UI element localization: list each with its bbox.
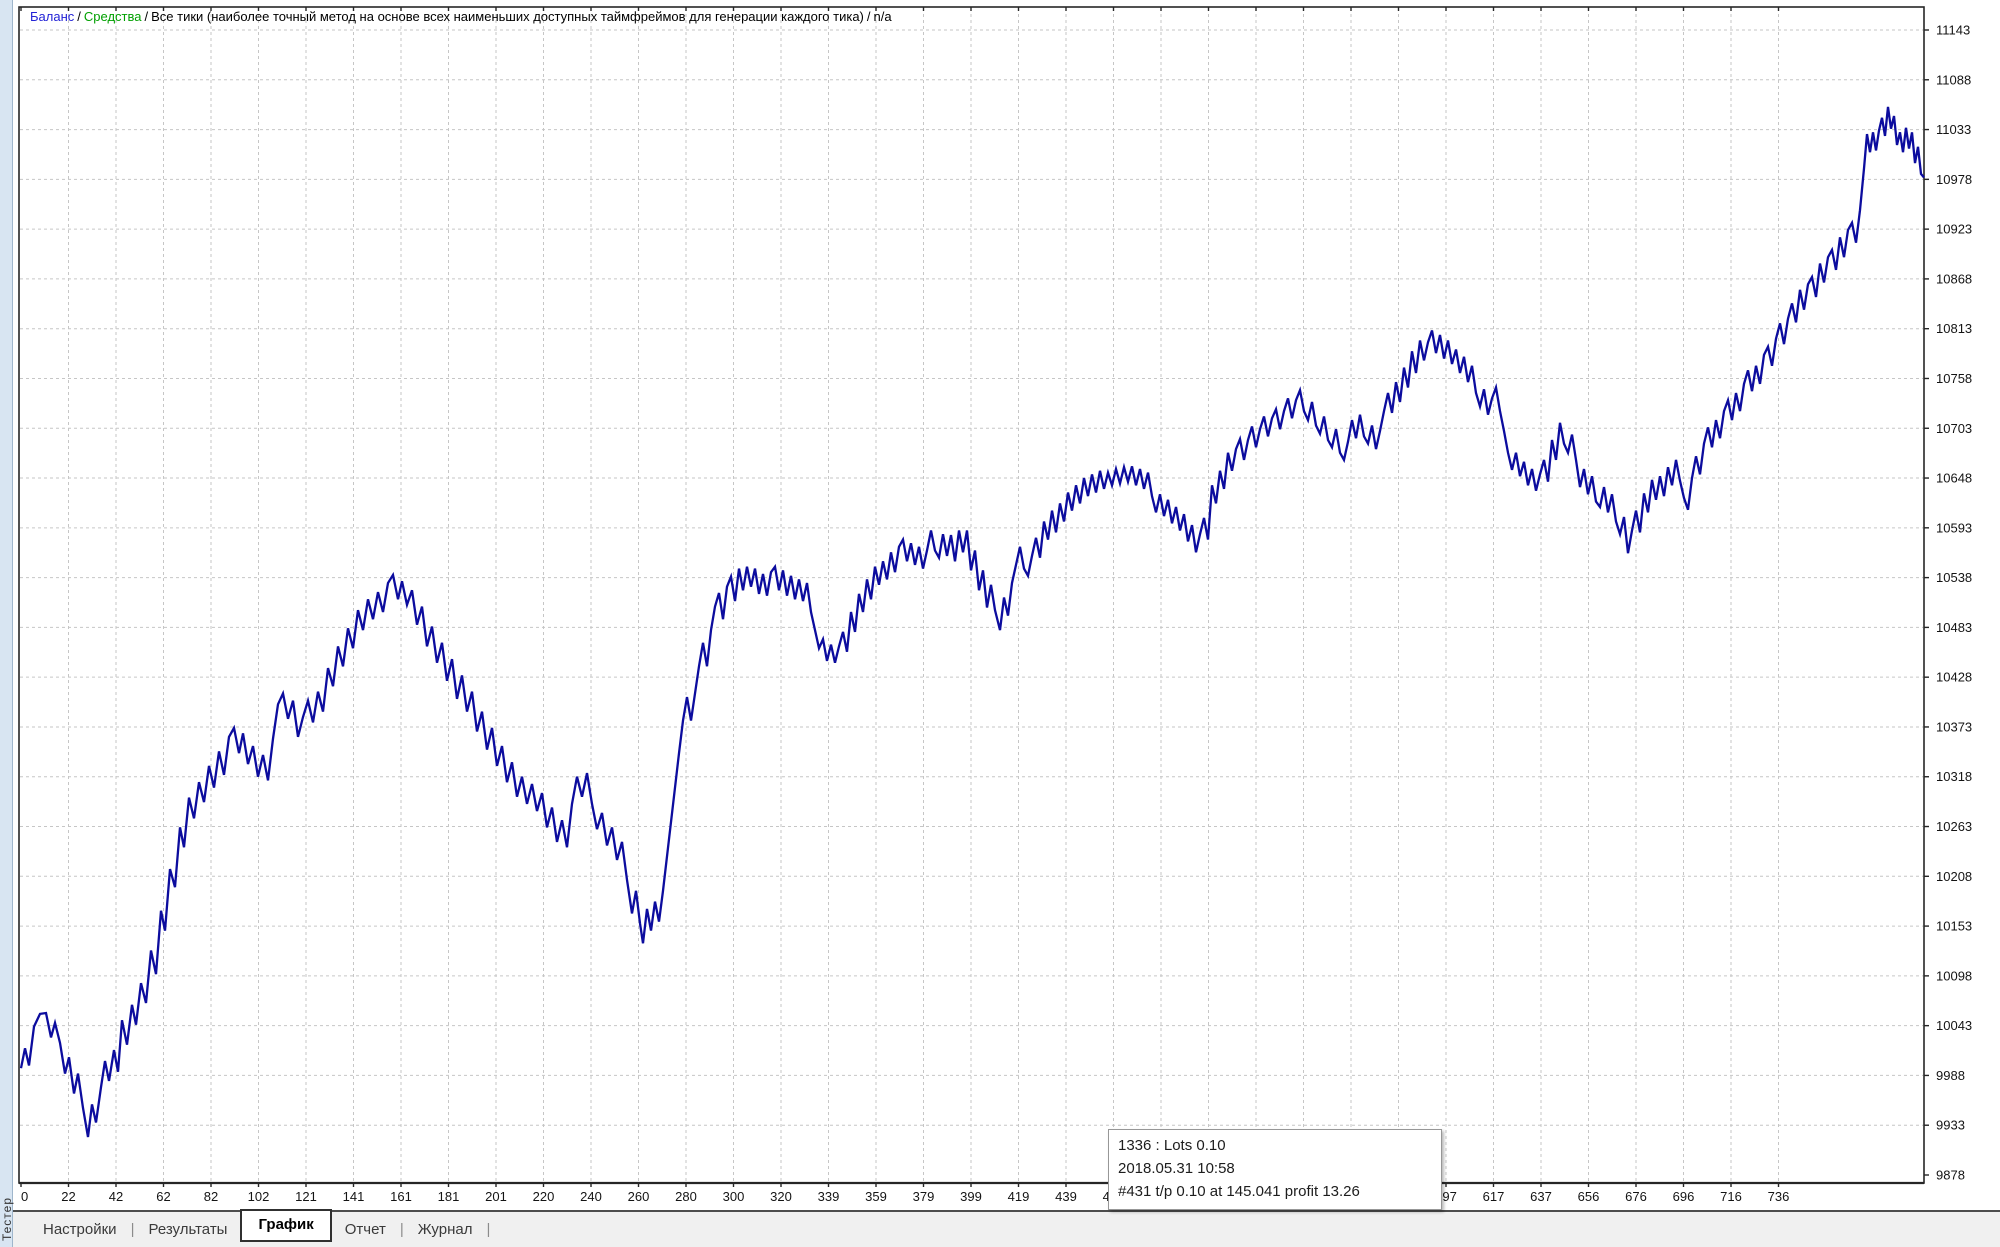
svg-text:320: 320 — [770, 1189, 792, 1204]
tooltip-order-line: #431 t/p 0.10 at 145.041 profit 13.26 — [1118, 1183, 1360, 1200]
header-separator: / — [77, 9, 81, 24]
model-description: Все тики (наиболее точный метод на основ… — [151, 9, 864, 24]
tab-settings[interactable]: Настройки — [43, 1221, 117, 1238]
svg-text:10098: 10098 — [1936, 968, 1972, 983]
svg-text:9933: 9933 — [1936, 1118, 1965, 1133]
svg-text:141: 141 — [343, 1189, 365, 1204]
svg-text:637: 637 — [1530, 1189, 1552, 1204]
svg-text:161: 161 — [390, 1189, 412, 1204]
svg-text:10868: 10868 — [1936, 271, 1972, 286]
svg-text:300: 300 — [723, 1189, 745, 1204]
svg-text:10208: 10208 — [1936, 869, 1972, 884]
svg-text:260: 260 — [628, 1189, 650, 1204]
svg-text:419: 419 — [1008, 1189, 1030, 1204]
header-na-text: n/a — [873, 9, 892, 24]
horizontal-gridlines — [20, 29, 1923, 1126]
svg-text:10593: 10593 — [1936, 520, 1972, 535]
x-axis-labels: 0 22 42 62 82 102 121 141 161 181 201 220 240 260 280 3… — [21, 1189, 1789, 1204]
tab-separator: | — [130, 1221, 135, 1238]
header-separator: / — [144, 9, 149, 24]
svg-text:10923: 10923 — [1936, 222, 1972, 237]
svg-text:220: 220 — [533, 1189, 555, 1204]
svg-text:181: 181 — [438, 1189, 460, 1204]
tab-separator: | — [486, 1221, 491, 1238]
svg-text:62: 62 — [156, 1189, 170, 1204]
svg-text:22: 22 — [61, 1189, 75, 1204]
tab-graph[interactable]: График — [240, 1209, 332, 1242]
y-axis-labels: 11143 11088 11033 10978 10923 10868 10813 10758… — [1936, 23, 1972, 1183]
svg-text:676: 676 — [1625, 1189, 1647, 1204]
svg-text:399: 399 — [960, 1189, 982, 1204]
tab-separator: | — [399, 1221, 404, 1238]
svg-text:10263: 10263 — [1936, 819, 1972, 834]
svg-text:11033: 11033 — [1936, 122, 1971, 137]
svg-text:10428: 10428 — [1936, 670, 1972, 685]
svg-text:10813: 10813 — [1936, 321, 1972, 336]
svg-text:201: 201 — [485, 1189, 507, 1204]
tab-report[interactable]: Отчет — [344, 1221, 386, 1238]
svg-text:10978: 10978 — [1936, 172, 1972, 187]
balance-series-label: Баланс — [30, 9, 75, 24]
svg-text:10043: 10043 — [1936, 1018, 1972, 1033]
tab-journal[interactable]: Журнал — [417, 1221, 473, 1238]
svg-text:10373: 10373 — [1936, 719, 1972, 734]
svg-text:102: 102 — [248, 1189, 270, 1204]
svg-text:9988: 9988 — [1936, 1068, 1965, 1083]
svg-text:280: 280 — [675, 1189, 697, 1204]
trade-tooltip: 1336 : Lots 0.10 2018.05.31 10:58 #431 t… — [1108, 1129, 1442, 1210]
svg-text:10703: 10703 — [1936, 421, 1972, 436]
svg-text:10153: 10153 — [1936, 919, 1972, 934]
chart-header: Баланс / Средства / Все тики (наиболее точны… — [30, 9, 892, 24]
svg-text:439: 439 — [1055, 1189, 1077, 1204]
svg-text:10758: 10758 — [1936, 371, 1972, 386]
tab-results[interactable]: Результаты — [148, 1221, 228, 1238]
svg-text:10483: 10483 — [1936, 620, 1972, 635]
tester-panel-strip: Тестер — [0, 0, 14, 1247]
svg-text:10538: 10538 — [1936, 570, 1972, 585]
svg-text:82: 82 — [204, 1189, 218, 1204]
balance-chart-region: 11143 11088 11033 10978 10923 10868 10813 10758… — [0, 0, 2000, 1210]
axis-tick-marks — [20, 7, 1929, 1187]
equity-series-label: Средства — [83, 9, 142, 24]
svg-text:716: 716 — [1720, 1189, 1742, 1204]
svg-text:617: 617 — [1483, 1189, 1505, 1204]
header-separator: / — [866, 9, 871, 24]
balance-chart-canvas[interactable]: 11143 11088 11033 10978 10923 10868 10813 10758… — [0, 0, 2000, 1210]
svg-text:0: 0 — [21, 1189, 28, 1204]
tester-tab-bar: Настройки | Результаты График Отчет | Жу… — [12, 1209, 2000, 1247]
svg-text:379: 379 — [913, 1189, 935, 1204]
tester-panel-vertical-label: Тестер — [0, 1196, 14, 1241]
svg-text:656: 656 — [1578, 1189, 1600, 1204]
tooltip-datetime-line: 2018.05.31 10:58 — [1118, 1160, 1235, 1177]
svg-text:359: 359 — [865, 1189, 887, 1204]
svg-text:10648: 10648 — [1936, 471, 1972, 486]
svg-text:9878: 9878 — [1936, 1168, 1965, 1183]
vertical-gridlines — [68, 8, 1779, 1182]
svg-text:240: 240 — [580, 1189, 602, 1204]
svg-text:736: 736 — [1768, 1189, 1790, 1204]
svg-text:696: 696 — [1673, 1189, 1695, 1204]
tooltip-trade-line: 1336 : Lots 0.10 — [1118, 1137, 1226, 1154]
svg-text:11088: 11088 — [1936, 72, 1971, 87]
svg-text:339: 339 — [818, 1189, 840, 1204]
svg-text:11143: 11143 — [1936, 23, 1970, 38]
svg-text:10318: 10318 — [1936, 769, 1972, 784]
svg-text:121: 121 — [295, 1189, 317, 1204]
balance-line-series — [19, 106, 1925, 1138]
svg-text:42: 42 — [109, 1189, 123, 1204]
